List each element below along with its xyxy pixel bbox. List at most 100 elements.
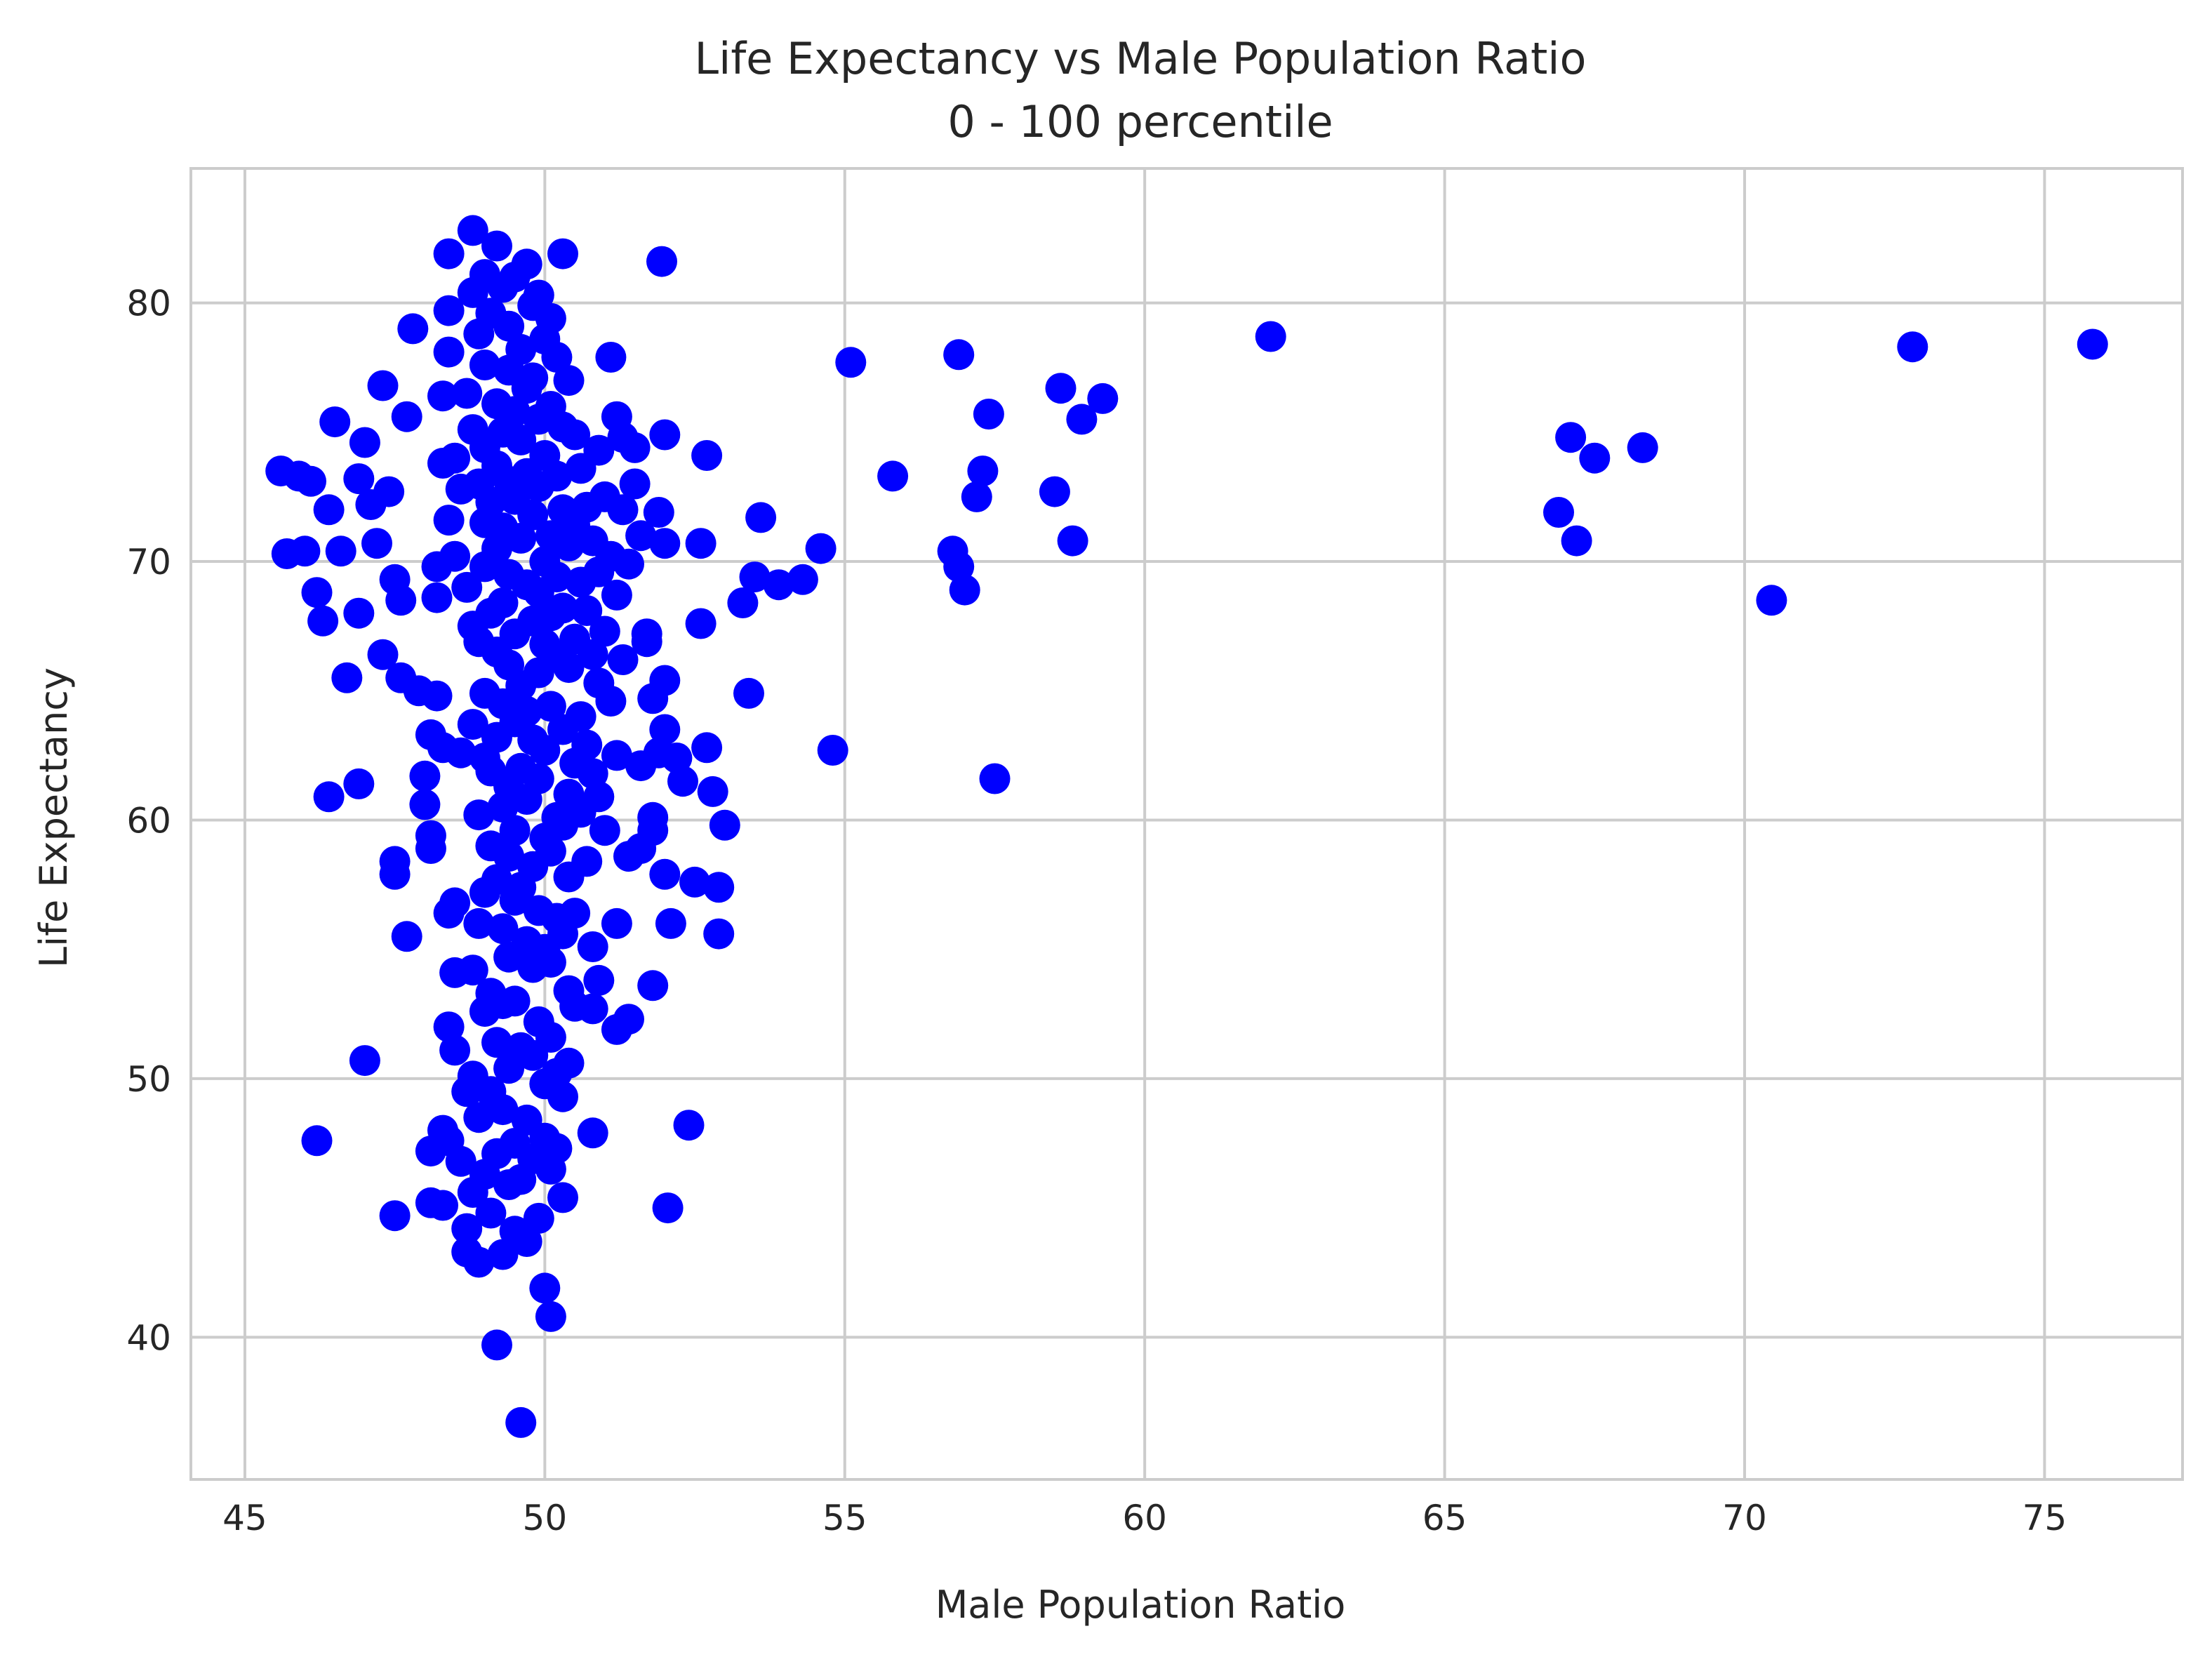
scatter-point bbox=[331, 662, 363, 693]
scatter-point bbox=[511, 696, 542, 727]
scatter-point bbox=[433, 295, 465, 326]
scatter-point bbox=[577, 931, 608, 962]
scatter-point bbox=[535, 302, 566, 334]
scatter-point bbox=[367, 370, 399, 401]
scatter-point bbox=[613, 548, 644, 580]
scatter-point bbox=[463, 1246, 495, 1278]
scatter-point bbox=[619, 432, 651, 463]
scatter-point bbox=[685, 528, 717, 559]
scatter-point bbox=[391, 921, 422, 952]
scatter-point bbox=[979, 763, 1011, 794]
scatter-point bbox=[571, 729, 603, 761]
scatter-point bbox=[451, 378, 483, 409]
scatter-point bbox=[523, 1202, 554, 1234]
scatter-point bbox=[397, 313, 429, 345]
scatter-point bbox=[505, 424, 537, 455]
x-tick-label: 75 bbox=[2023, 1498, 2067, 1538]
scatter-point bbox=[625, 520, 657, 552]
scatter-point bbox=[349, 427, 380, 458]
scatter-point bbox=[1555, 422, 1587, 453]
x-tick-label: 55 bbox=[822, 1498, 867, 1538]
scatter-point bbox=[805, 533, 837, 564]
scatter-point bbox=[463, 799, 495, 831]
scatter-point bbox=[475, 1197, 507, 1229]
scatter-point bbox=[409, 789, 441, 820]
scatter-point bbox=[691, 440, 723, 471]
scatter-point bbox=[646, 246, 677, 277]
scatter-point bbox=[553, 652, 585, 684]
scatter-point bbox=[571, 846, 603, 877]
scatter-point bbox=[301, 1125, 333, 1157]
scatter-point bbox=[481, 1027, 512, 1058]
scatter-point bbox=[727, 587, 759, 618]
scatter-point bbox=[523, 279, 554, 311]
scatter-point bbox=[487, 1239, 519, 1270]
scatter-point bbox=[535, 835, 566, 867]
scatter-point bbox=[349, 1045, 380, 1077]
scatter-point bbox=[319, 406, 351, 438]
scatter-point bbox=[709, 809, 740, 841]
scatter-point bbox=[2077, 328, 2108, 360]
scatter-point bbox=[541, 460, 573, 492]
scatter-point bbox=[481, 230, 512, 262]
scatter-point bbox=[343, 597, 375, 629]
scatter-point bbox=[493, 310, 525, 342]
scatter-point bbox=[1543, 497, 1574, 528]
scatter-point bbox=[589, 815, 620, 846]
scatter-point bbox=[577, 993, 608, 1025]
scatter-point bbox=[745, 502, 777, 533]
scatter-point bbox=[589, 615, 620, 647]
scatter-point bbox=[565, 701, 597, 733]
scatter-point bbox=[499, 396, 531, 427]
scatter-point bbox=[1579, 442, 1611, 474]
x-tick-label: 50 bbox=[523, 1498, 568, 1538]
scatter-point bbox=[949, 574, 980, 606]
scatter-point bbox=[763, 569, 794, 601]
scatter-point bbox=[433, 1011, 465, 1043]
scatter-point bbox=[481, 1329, 512, 1361]
scatter-point bbox=[661, 743, 693, 773]
data-points bbox=[265, 215, 2108, 1438]
scatter-point bbox=[313, 781, 345, 813]
y-tick-label: 80 bbox=[126, 284, 171, 324]
scatter-point bbox=[481, 864, 512, 896]
scatter-point bbox=[535, 947, 566, 978]
scatter-point bbox=[733, 677, 764, 709]
scatter-point bbox=[961, 481, 992, 512]
scatter-point bbox=[583, 781, 615, 813]
scatter-point bbox=[451, 1213, 483, 1244]
y-tick-label: 70 bbox=[126, 542, 171, 583]
scatter-point bbox=[835, 347, 867, 378]
y-tick-label: 60 bbox=[126, 800, 171, 841]
scatter-point bbox=[433, 505, 465, 536]
scatter-point bbox=[1756, 585, 1787, 616]
scatter-point bbox=[505, 333, 537, 365]
scatter-point bbox=[685, 608, 717, 639]
y-tick-label: 50 bbox=[126, 1059, 171, 1100]
chart-title: Life Expectancy vs Male Population Ratio bbox=[695, 33, 1587, 84]
scatter-point bbox=[547, 238, 578, 269]
scatter-point bbox=[325, 535, 357, 567]
scatter-point bbox=[553, 1047, 585, 1079]
scatter-point bbox=[517, 362, 549, 394]
scatter-point bbox=[457, 709, 488, 740]
scatter-point bbox=[475, 486, 507, 518]
scatter-point bbox=[439, 1034, 471, 1066]
scatter-point bbox=[943, 551, 975, 583]
scatter-point bbox=[547, 592, 578, 624]
scatter-point bbox=[553, 365, 585, 397]
scatter-point bbox=[613, 1004, 644, 1035]
scatter-point bbox=[535, 1022, 566, 1053]
scatter-point bbox=[433, 336, 465, 368]
scatter-point bbox=[529, 735, 561, 766]
x-tick-label: 70 bbox=[1722, 1498, 1767, 1538]
scatter-point bbox=[667, 766, 698, 797]
scatter-point bbox=[427, 1190, 458, 1221]
scatter-point bbox=[511, 248, 542, 280]
scatter-point bbox=[535, 1300, 566, 1332]
scatter-point bbox=[817, 735, 848, 766]
x-axis-label: Male Population Ratio bbox=[935, 1583, 1346, 1627]
scatter-point bbox=[673, 1110, 705, 1141]
scatter-point bbox=[577, 1117, 608, 1149]
